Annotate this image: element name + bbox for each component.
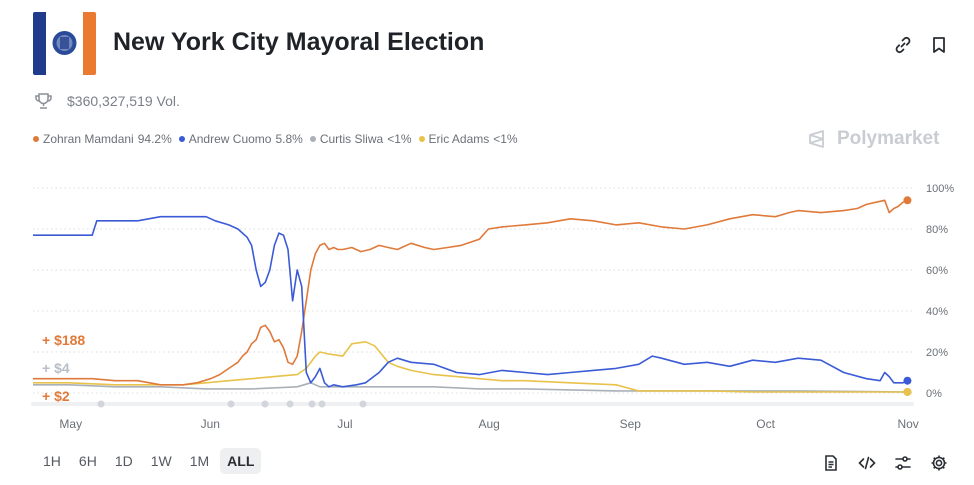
- trophy-icon: [35, 93, 52, 109]
- polymarket-watermark: Polymarket: [806, 128, 939, 150]
- event-dot: [227, 400, 235, 408]
- time-range-selector: 1H 6H 1D 1W 1M ALL: [36, 448, 262, 474]
- event-dot: [359, 400, 367, 408]
- embed-code-icon[interactable]: [858, 454, 876, 472]
- legend-dot: [33, 136, 39, 142]
- y-axis: 0% 20% 40% 60% 80% 100%: [926, 183, 954, 400]
- legend-dot: [309, 136, 316, 142]
- gain-label: + $2: [42, 388, 70, 404]
- legend-dot: [418, 136, 425, 142]
- chart-legend: Zohran Mamdani 94.2% Andrew Cuomo 5.8% C…: [33, 132, 518, 146]
- series-end-marker: [903, 196, 912, 205]
- chart-grid: [31, 187, 914, 408]
- series-line-zohran-mamdani: [33, 199, 908, 386]
- chart-markers: [903, 196, 912, 396]
- series-line-eric-adams: [33, 341, 908, 393]
- legend-item-cuomo[interactable]: Andrew Cuomo 5.8%: [178, 132, 303, 146]
- event-dot: [286, 400, 294, 408]
- legend-item-adams[interactable]: Eric Adams <1%: [418, 132, 518, 146]
- legend-item-sliwa[interactable]: Curtis Sliwa <1%: [309, 132, 412, 146]
- legend-dot: [178, 136, 185, 142]
- x-tick-label: Aug: [478, 417, 499, 431]
- x-tick-label: Jul: [337, 417, 352, 431]
- range-6h[interactable]: 6H: [78, 453, 97, 469]
- chart-lines: [33, 199, 908, 393]
- volume-info: $360,327,519 Vol.: [34, 92, 180, 110]
- event-dot: [318, 400, 326, 408]
- gain-labels: + $188 + $4 + $2: [42, 332, 85, 404]
- event-dot: [97, 400, 105, 408]
- y-tick-label: 40%: [926, 306, 948, 318]
- nyc-flag-logo: [33, 12, 96, 75]
- series-line-andrew-cuomo: [33, 215, 908, 388]
- document-icon[interactable]: [822, 454, 840, 472]
- bookmark-icon[interactable]: [928, 34, 950, 56]
- range-1h[interactable]: 1H: [43, 453, 61, 469]
- event-dot: [308, 400, 316, 408]
- x-tick-label: Nov: [897, 417, 918, 431]
- range-1d[interactable]: 1D: [114, 453, 133, 469]
- x-tick-label: May: [59, 417, 82, 431]
- y-tick-label: 60%: [926, 265, 948, 277]
- link-icon[interactable]: [892, 34, 914, 56]
- polymarket-logo-icon: [809, 130, 824, 148]
- range-1w[interactable]: 1W: [150, 453, 172, 469]
- x-tick-label: Jun: [201, 417, 220, 431]
- gain-label: + $188: [42, 332, 85, 348]
- y-tick-label: 20%: [926, 347, 948, 359]
- event-dot: [261, 400, 269, 408]
- x-tick-label: Sep: [620, 417, 642, 431]
- x-tick-label: Oct: [756, 417, 775, 431]
- y-tick-label: 80%: [926, 224, 948, 236]
- price-chart[interactable]: 0% 20% 40% 60% 80% 100% May Jun Jul Aug Sep Oct Nov…: [0, 170, 974, 440]
- gain-label: + $4: [42, 360, 70, 376]
- legend-item-mamdani[interactable]: Zohran Mamdani 94.2%: [33, 132, 172, 146]
- y-tick-label: 0%: [926, 388, 942, 400]
- series-end-marker: [903, 376, 912, 385]
- range-1m[interactable]: 1M: [189, 453, 210, 469]
- series-line-curtis-sliwa: [33, 382, 908, 393]
- x-axis: May Jun Jul Aug Sep Oct Nov: [59, 417, 918, 431]
- series-end-marker: [903, 387, 912, 396]
- y-tick-label: 100%: [926, 183, 954, 195]
- gear-icon[interactable]: [930, 454, 948, 472]
- volume-text: $360,327,519 Vol.: [67, 93, 180, 109]
- settings-sliders-icon[interactable]: [894, 454, 912, 472]
- page-title: New York City Mayoral Election: [113, 28, 485, 56]
- range-all[interactable]: ALL: [220, 448, 262, 474]
